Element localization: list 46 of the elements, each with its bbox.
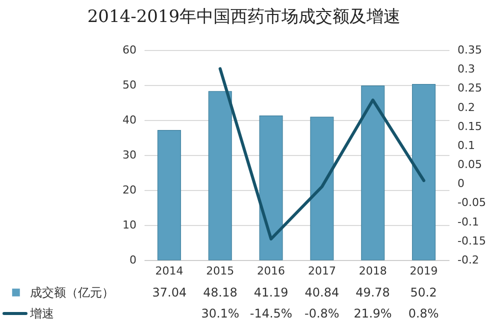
bar (361, 85, 385, 260)
data-label: 40.84 (304, 286, 340, 300)
x-tick-label: 2017 (308, 264, 336, 278)
y-tick-label: 60 (122, 44, 136, 56)
y2-tick-label: 0.2 (458, 100, 475, 114)
y2-tick-label: -0.2 (458, 254, 479, 266)
line-series (218, 67, 426, 240)
y2-tick-label: 0.25 (458, 82, 482, 95)
y2-tick-label: -0.15 (458, 234, 486, 248)
y2-tick-label: 0.35 (458, 44, 482, 56)
chart-title: 2014-2019年中国西药市场成交额及增速 (87, 7, 401, 27)
y2-tick-label: 0.3 (458, 62, 475, 76)
y-tick-label: 10 (122, 218, 136, 232)
y2-tick-label: 0.15 (458, 120, 482, 133)
y-tick-label: 50 (122, 78, 136, 92)
y-tick-label: 0 (130, 254, 136, 266)
x-tick-label: 2014 (155, 264, 184, 278)
data-label: 0.8% (408, 306, 439, 320)
y2-tick-label: 0.1 (458, 138, 475, 152)
data-label: 48.18 (203, 286, 238, 300)
bar (412, 84, 436, 260)
bar (259, 116, 283, 260)
data-label: -14.5% (250, 306, 292, 320)
x-tick-label: 2016 (257, 264, 286, 278)
bar (310, 116, 334, 260)
data-label: 49.78 (356, 286, 390, 300)
y-tick-label: 20 (122, 184, 136, 196)
y2-tick-label: -0.1 (458, 215, 479, 228)
bar (157, 130, 181, 260)
data-label: 37.04 (152, 286, 187, 300)
bar (208, 91, 232, 260)
data-label: 50.2 (410, 286, 437, 300)
y2-tick-label: -0.05 (458, 196, 486, 210)
legend-label: 增速 (29, 306, 54, 320)
x-tick-label: 2018 (358, 264, 387, 278)
data-label: 41.19 (254, 286, 288, 300)
legend-label: 成交额（亿元） (30, 286, 114, 300)
x-tick-label: 2019 (410, 264, 438, 278)
y-tick-label: 40 (122, 114, 136, 126)
data-label: 30.1% (201, 306, 240, 320)
data-label: 21.9% (354, 306, 392, 320)
data-label: -0.8% (304, 306, 340, 320)
y-tick-label: 30 (122, 148, 136, 162)
y2-tick-label: 0.05 (458, 158, 482, 172)
x-tick-label: 2015 (206, 264, 234, 278)
y2-tick-label: 0 (458, 177, 464, 190)
